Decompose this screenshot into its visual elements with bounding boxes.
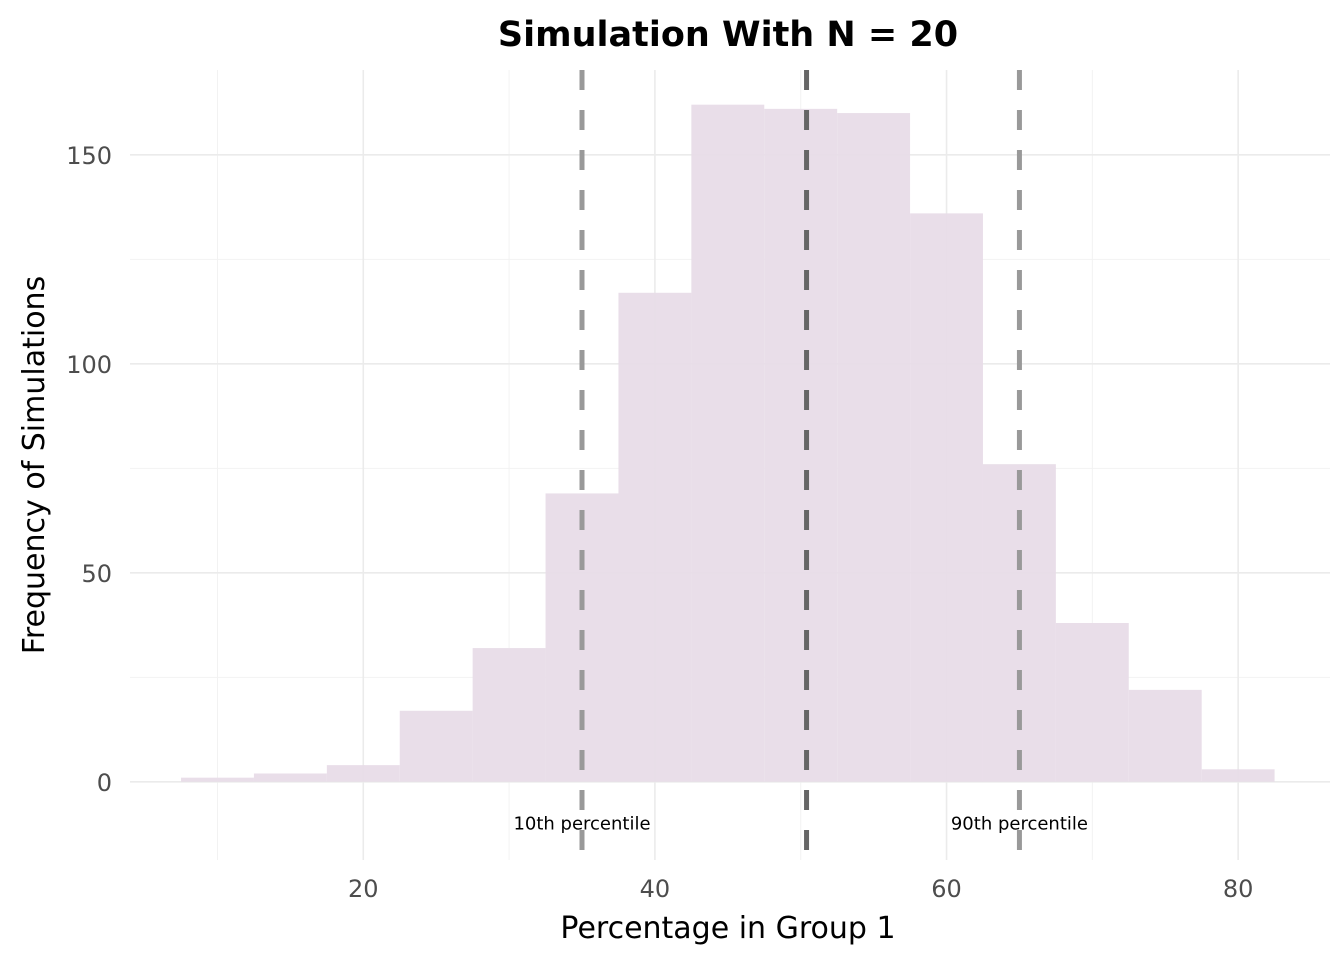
x-tick-label: 20 [348, 875, 379, 903]
histogram-bar [399, 710, 473, 782]
10th-percentile-label: 10th percentile [513, 814, 650, 835]
histogram-bar [326, 765, 400, 782]
histogram-bar [910, 213, 983, 782]
histogram-bar [1201, 769, 1275, 782]
y-tick-label: 100 [66, 351, 112, 379]
x-tick-label: 40 [640, 875, 671, 903]
x-tick-label: 80 [1223, 875, 1254, 903]
90th-percentile-label: 90th percentile [951, 814, 1088, 835]
x-tick-label: 60 [931, 875, 962, 903]
histogram-bar [1128, 689, 1202, 782]
histogram-bar [472, 648, 546, 782]
x-axis-title: Percentage in Group 1 [560, 911, 895, 946]
y-tick-label: 50 [81, 560, 112, 588]
histogram-bar [181, 777, 254, 782]
histogram-bar [691, 104, 765, 782]
x-axis-ticks: 20 40 60 80 [348, 875, 1253, 903]
y-axis-title: Frequency of Simulations [17, 276, 52, 654]
reference-lines [579, 70, 1022, 860]
histogram-bar [837, 113, 911, 782]
y-tick-label: 150 [66, 142, 112, 170]
histogram-bar [618, 292, 692, 782]
annotations: 10th percentile 90th percentile [513, 814, 1088, 835]
histogram-bar [764, 108, 838, 782]
bars [181, 104, 1275, 782]
y-axis-ticks: 0 50 100 150 [66, 142, 112, 797]
histogram-bar [253, 773, 327, 782]
histogram-bar [1055, 623, 1129, 782]
chart-title: Simulation With N = 20 [498, 15, 958, 55]
y-tick-label: 0 [97, 769, 112, 797]
